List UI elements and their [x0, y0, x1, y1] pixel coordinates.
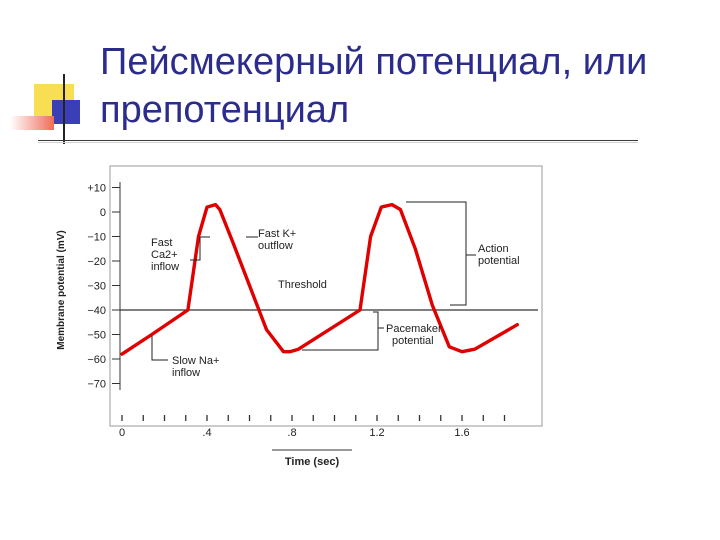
membrane-potential-curve	[120, 202, 519, 356]
x-tick-label: 1.6	[454, 427, 469, 439]
x-tick-label: .4	[202, 427, 211, 439]
x-tick-label: 0	[119, 427, 125, 439]
callout-pacemaker-line-2: potential	[392, 335, 434, 347]
slide-title: Пейсмекерный потенциал, или препотенциал	[100, 38, 700, 134]
x-axis-label: Time (sec)	[285, 456, 340, 468]
decor-red-bar	[10, 116, 54, 130]
callout-na-label: Slow Na+ inflow	[172, 355, 222, 379]
x-tick-label: 1.2	[369, 427, 384, 439]
y-axis-label: Membrane potential (mV)	[56, 230, 67, 349]
callout-ca-bracket	[190, 236, 210, 261]
callout-action-line-1: Action	[478, 243, 509, 255]
callout-pacemaker-bracket	[302, 311, 379, 351]
y-ticks: +10 0 −10 −20 −30 −40 −50 −60 −70	[87, 183, 120, 391]
title-underline-shadow	[38, 142, 638, 143]
decor-blue-square	[52, 100, 80, 124]
callout-ca-label: Fast Ca2+ inflow	[151, 237, 181, 273]
threshold-label: Threshold	[278, 279, 327, 291]
callout-k-line-1: Fast K+	[258, 228, 296, 240]
callout-action-bracket	[406, 201, 467, 306]
callout-k-line-2: outflow	[258, 240, 293, 252]
callout-na-line-1: Slow Na+	[172, 355, 219, 367]
callout-action-label: Action potential	[478, 243, 520, 267]
callout-pacemaker-label: Pacemaker potential	[386, 323, 445, 347]
decor-vertical-line	[63, 74, 65, 144]
callout-pacemaker-line-1: Pacemaker	[386, 323, 442, 335]
slide-title-line-1: Пейсмекерный потенциал, или	[100, 41, 648, 83]
y-tick-label: +10	[87, 183, 106, 195]
y-tick-label: −10	[87, 232, 106, 244]
callout-action-line-2: potential	[478, 255, 520, 267]
y-tick-label: −70	[87, 379, 106, 391]
y-tick-label: −60	[87, 354, 106, 366]
y-tick-label: −30	[87, 281, 106, 293]
y-tick-label: −40	[87, 305, 106, 317]
y-tick-label: 0	[100, 207, 106, 219]
callout-na-bracket	[151, 336, 168, 361]
pacemaker-potential-chart: +10 0 −10 −20 −30 −40 −50 −60 −70 Membrane poten…	[56, 165, 543, 468]
plot-frame	[109, 165, 543, 427]
callout-k-label: Fast K+ outflow	[258, 228, 299, 252]
callout-ca-line-2: Ca2+	[151, 249, 178, 261]
callout-ca-line-1: Fast	[151, 237, 172, 249]
x-tick-label: .8	[287, 427, 296, 439]
slide-title-line-2: препотенциал	[100, 89, 350, 131]
x-ticks: 0 .4 .8 1.2 1.6	[119, 415, 506, 439]
title-underline	[38, 140, 638, 141]
y-tick-label: −20	[87, 256, 106, 268]
y-tick-label: −50	[87, 330, 106, 342]
callout-na-line-2: inflow	[172, 367, 200, 379]
callout-ca-line-3: inflow	[151, 261, 179, 273]
